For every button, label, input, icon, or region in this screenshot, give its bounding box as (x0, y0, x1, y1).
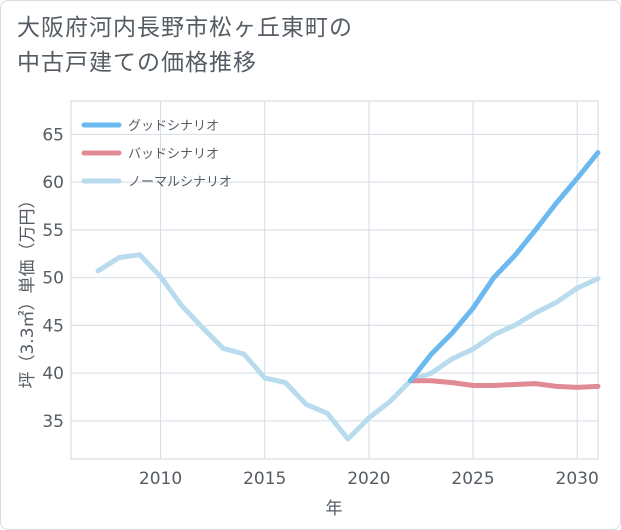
x-tick-label: 2025 (451, 469, 494, 489)
y-tick-label: 55 (42, 221, 64, 241)
chart-title-line1: 大阪府河内長野市松ヶ丘東町の (17, 15, 353, 41)
y-tick-label: 50 (42, 269, 64, 289)
series-line-good (408, 150, 601, 384)
plot-area (70, 100, 599, 460)
chart-title: 大阪府河内長野市松ヶ丘東町の 中古戸建ての価格推移 (17, 11, 353, 81)
legend-label-bad: バッドシナリオ (128, 147, 219, 162)
legend-label-good: グッドシナリオ (128, 119, 219, 134)
x-axis-label: 年 (326, 499, 343, 519)
legend-label-normal: ノーマルシナリオ (128, 175, 232, 190)
x-tick-label: 2030 (556, 469, 599, 489)
series-layer (95, 150, 601, 442)
axis-ticks: 2010 2015 2020 2025 2030 35 40 45 50 55 60 65 (42, 125, 598, 489)
x-tick-label: 2015 (243, 469, 286, 489)
x-tick-label: 2020 (347, 469, 390, 489)
series-line-bad (408, 378, 601, 390)
y-axis-label: 坪（3.3㎡）単価（万円） (18, 191, 38, 388)
y-tick-label: 40 (42, 364, 64, 384)
y-tick-label: 35 (42, 412, 64, 432)
chart-title-line2: 中古戸建ての価格推移 (17, 50, 257, 76)
series-line-normal (95, 252, 601, 442)
y-tick-label: 45 (42, 316, 64, 336)
x-tick-label: 2010 (139, 469, 182, 489)
y-tick-label: 60 (42, 173, 64, 193)
y-tick-label: 65 (42, 125, 64, 145)
